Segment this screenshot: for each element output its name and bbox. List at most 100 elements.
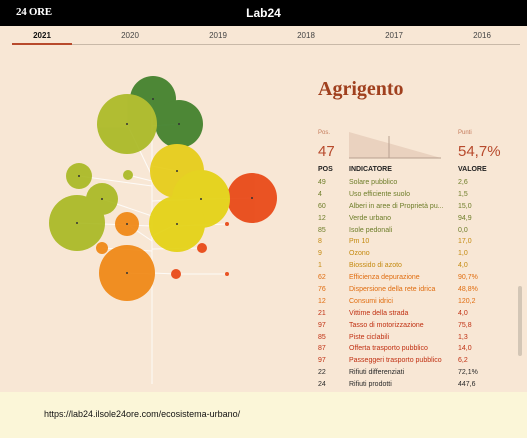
row-indicator: Vittime della strada bbox=[349, 309, 409, 317]
row-value: 75,8 bbox=[458, 321, 472, 329]
bubble bbox=[96, 242, 108, 254]
main-panel: 2021 2020 2019 2018 2017 2016 bbox=[0, 26, 527, 392]
position-label: Pos. bbox=[318, 130, 331, 136]
bubble bbox=[225, 222, 229, 226]
row-value: 4,0 bbox=[458, 309, 468, 317]
tab-2017[interactable]: 2017 bbox=[385, 31, 403, 40]
tab-2016[interactable]: 2016 bbox=[473, 31, 491, 40]
table-row[interactable]: 21 Vittime della strada 4,0 bbox=[318, 308, 508, 320]
row-pos: 97 bbox=[318, 357, 326, 365]
table-row[interactable]: 62 Efficienza depurazione 90,7% bbox=[318, 272, 508, 284]
row-pos: 60 bbox=[318, 202, 326, 210]
table-row[interactable]: 60 Alberi in aree di Proprietà pu... 15,0 bbox=[318, 201, 508, 213]
table-row[interactable]: 97 Tasso di motorizzazione 75,8 bbox=[318, 320, 508, 332]
table-row[interactable]: 1 Biossido di azoto 4,0 bbox=[318, 260, 508, 272]
table-row[interactable]: 85 Piste ciclabili 1,3 bbox=[318, 332, 508, 344]
row-pos: 87 bbox=[318, 345, 326, 353]
table-row[interactable]: 8 Pm 10 17,0 bbox=[318, 236, 508, 248]
tree-bubbles bbox=[49, 76, 277, 301]
row-indicator: Biossido di azoto bbox=[349, 262, 402, 270]
tabs-divider bbox=[12, 44, 520, 45]
row-value: 2,6 bbox=[458, 179, 468, 186]
row-value: 17,0 bbox=[458, 238, 472, 246]
points-value: 54,7% bbox=[458, 143, 501, 160]
row-indicator: Rifiuti differenziati bbox=[349, 369, 405, 377]
row-indicator: Uso efficiente suolo bbox=[349, 190, 410, 198]
table-row[interactable]: 22 Rifiuti differenziati 72,1% bbox=[318, 367, 508, 379]
tab-2020[interactable]: 2020 bbox=[121, 31, 139, 40]
bubble bbox=[225, 272, 229, 276]
row-indicator: Solare pubblico bbox=[349, 179, 398, 186]
column-header-pos: POS bbox=[318, 166, 333, 173]
row-value: 72,1% bbox=[458, 369, 478, 377]
row-indicator: Tasso di motorizzazione bbox=[349, 321, 424, 329]
row-indicator: Ozono bbox=[349, 250, 370, 258]
sole24ore-logo[interactable]: 24 ORE bbox=[16, 6, 52, 18]
row-pos: 12 bbox=[318, 297, 326, 305]
row-pos: 97 bbox=[318, 321, 326, 329]
row-indicator: Passeggeri trasporto pubblico bbox=[349, 357, 442, 365]
row-pos: 12 bbox=[318, 214, 326, 222]
table-row[interactable]: 49 Solare pubblico 2,6 bbox=[318, 177, 508, 189]
row-pos: 22 bbox=[318, 369, 326, 377]
row-value: 1,5 bbox=[458, 190, 468, 198]
table-scrollbar[interactable] bbox=[518, 286, 522, 356]
row-pos: 49 bbox=[318, 179, 326, 186]
row-value: 6,2 bbox=[458, 357, 468, 365]
column-header-indicator: INDICATORE bbox=[349, 166, 392, 173]
row-indicator: Rifiuti prodotti bbox=[349, 381, 392, 389]
row-pos: 4 bbox=[318, 190, 322, 198]
row-indicator: Alberi in aree di Proprietà pu... bbox=[349, 202, 444, 210]
row-indicator: Consumi idrici bbox=[349, 297, 393, 305]
row-pos: 62 bbox=[318, 274, 326, 282]
position-value: 47 bbox=[318, 143, 335, 160]
bubble-tree bbox=[49, 76, 277, 384]
row-pos: 1 bbox=[318, 262, 322, 270]
row-pos: 76 bbox=[318, 286, 326, 294]
row-value: 0,0 bbox=[458, 226, 468, 234]
row-indicator: Offerta trasporto pubblico bbox=[349, 345, 428, 353]
points-label: Punti bbox=[458, 130, 472, 136]
table-row[interactable]: 24 Rifiuti prodotti 447,6 bbox=[318, 379, 508, 391]
row-value: 90,7% bbox=[458, 274, 478, 282]
column-header-value: VALORE bbox=[458, 166, 487, 173]
row-indicator: Pm 10 bbox=[349, 238, 370, 246]
row-indicator: Dispersione della rete idrica bbox=[349, 286, 436, 294]
row-pos: 21 bbox=[318, 309, 326, 317]
table-row[interactable]: 76 Dispersione della rete idrica 48,8% bbox=[318, 284, 508, 296]
row-indicator: Efficienza depurazione bbox=[349, 274, 420, 282]
row-value: 1,0 bbox=[458, 250, 468, 258]
score-gauge bbox=[349, 132, 441, 159]
table-row[interactable]: 97 Passeggeri trasporto pubblico 6,2 bbox=[318, 355, 508, 367]
row-pos: 8 bbox=[318, 238, 322, 246]
top-bar: 24 ORE Lab24 bbox=[0, 0, 527, 26]
row-pos: 85 bbox=[318, 226, 326, 234]
row-value: 14,0 bbox=[458, 345, 472, 353]
row-pos: 85 bbox=[318, 333, 326, 341]
tab-2018[interactable]: 2018 bbox=[297, 31, 315, 40]
row-pos: 9 bbox=[318, 250, 322, 258]
table-row[interactable]: 4 Uso efficiente suolo 1,5 bbox=[318, 189, 508, 201]
row-value: 4,0 bbox=[458, 262, 468, 270]
bubble bbox=[123, 170, 133, 180]
table-row[interactable]: 12 Verde urbano 94,9 bbox=[318, 213, 508, 225]
row-indicator: Isole pedonali bbox=[349, 226, 393, 234]
lab24-logo[interactable]: Lab24 bbox=[246, 6, 281, 20]
table-row[interactable]: 87 Offerta trasporto pubblico 14,0 bbox=[318, 343, 508, 355]
table-row[interactable]: 12 Consumi idrici 120,2 bbox=[318, 296, 508, 308]
bubble-centers bbox=[76, 98, 253, 274]
indicator-table: 49 Solare pubblico 2,6 4 Uso efficiente suo… bbox=[318, 177, 508, 391]
tab-2019[interactable]: 2019 bbox=[209, 31, 227, 40]
row-indicator: Piste ciclabili bbox=[349, 333, 390, 341]
source-url[interactable]: https://lab24.ilsole24ore.com/ecosistema… bbox=[44, 409, 241, 419]
table-row[interactable]: 9 Ozono 1,0 bbox=[318, 248, 508, 260]
bubble bbox=[171, 269, 181, 279]
footer: https://lab24.ilsole24ore.com/ecosistema… bbox=[0, 392, 527, 438]
tab-2021[interactable]: 2021 bbox=[33, 31, 51, 40]
bubble bbox=[197, 243, 207, 253]
row-value: 1,3 bbox=[458, 333, 468, 341]
active-tab-indicator bbox=[12, 43, 72, 45]
city-title: Agrigento bbox=[318, 78, 404, 100]
table-row[interactable]: 85 Isole pedonali 0,0 bbox=[318, 225, 508, 237]
row-value: 48,8% bbox=[458, 286, 478, 294]
